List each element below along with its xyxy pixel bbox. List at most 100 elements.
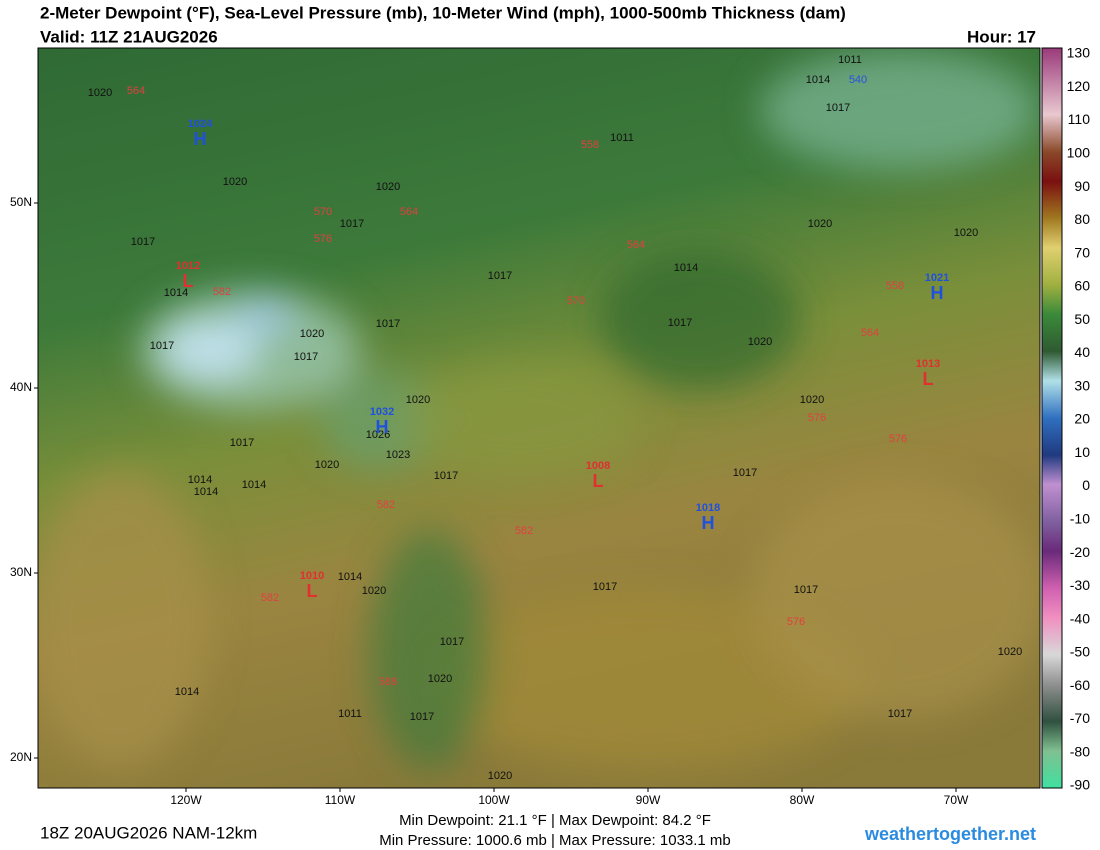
colorbar-tick-label: 130 — [1067, 45, 1091, 61]
isobar-label: 1017 — [376, 318, 400, 330]
isobar-label: 1020 — [808, 218, 832, 230]
pressure-center-type: H — [376, 417, 389, 437]
thickness-label: 564 — [861, 327, 879, 339]
colorbar-tick-label: 0 — [1082, 477, 1090, 493]
pressure-center-value: 1021 — [925, 272, 949, 284]
pressure-center-value: 1013 — [916, 358, 940, 370]
colorbar — [1041, 47, 1063, 789]
lat-label: 40N — [10, 380, 32, 394]
pressure-center-type: L — [307, 581, 318, 601]
colorbar-tick-label: -80 — [1070, 743, 1090, 759]
pressure-center-value: 1008 — [586, 460, 610, 472]
forecast-hour: Hour: 17 — [967, 27, 1036, 46]
lon-label: 80W — [790, 793, 815, 807]
colorbar-tick-label: -70 — [1070, 710, 1090, 726]
thickness-label: 570 — [567, 295, 585, 307]
isobar-label: 1017 — [131, 236, 155, 248]
lon-label: 100W — [478, 793, 510, 807]
colorbar-tick-label: 60 — [1074, 278, 1090, 294]
thickness-label: 576 — [808, 412, 826, 424]
isobar-label: 1020 — [362, 585, 386, 597]
colorbar-tick-label: 30 — [1074, 377, 1090, 393]
pressure-center-type: L — [593, 471, 604, 491]
pressure-center-value: 1018 — [696, 502, 720, 514]
colorbar-tick-label: 90 — [1074, 178, 1090, 194]
lat-label: 30N — [10, 565, 32, 579]
isobar-label: 1014 — [242, 479, 266, 491]
colorbar-tick-label: 70 — [1074, 244, 1090, 260]
title: 2-Meter Dewpoint (°F), Sea-Level Pressur… — [40, 3, 846, 22]
dewpoint-field — [38, 50, 1040, 770]
valid-time: Valid: 11Z 21AUG2026 — [40, 27, 218, 46]
thickness-label: 576 — [889, 433, 907, 445]
colorbar-tick-label: -90 — [1070, 777, 1090, 793]
lon-label: 110W — [325, 793, 356, 807]
isobar-label: 1026 — [366, 429, 390, 441]
dewpoint-range: Min Dewpoint: 21.1 °F | Max Dewpoint: 84… — [399, 812, 711, 829]
isobar-label: 1020 — [428, 673, 452, 685]
lat-label: 20N — [10, 750, 32, 764]
colorbar-tick-label: 80 — [1074, 211, 1090, 227]
isobar-label: 1020 — [488, 770, 512, 782]
thickness-label: 582 — [213, 286, 231, 298]
isobar-label: 1017 — [440, 636, 464, 648]
colorbar-tick-label: -60 — [1070, 677, 1090, 693]
isobar-label: 1014 — [806, 74, 830, 86]
thickness-label: 558 — [581, 139, 599, 151]
isobar-label: 1017 — [668, 317, 692, 329]
isobar-label: 1020 — [223, 176, 247, 188]
isobar-label: 1014 — [175, 686, 199, 698]
site-link[interactable]: weathertogether.net — [864, 824, 1036, 844]
thickness-label: 582 — [515, 525, 533, 537]
pressure-center-value: 1010 — [300, 570, 324, 582]
isobar-label: 1011 — [338, 708, 362, 720]
isobar-label: 1020 — [800, 394, 824, 406]
thickness-label: 564 — [127, 85, 145, 97]
model-run: 18Z 20AUG2026 NAM-12km — [40, 823, 257, 842]
colorbar-tick-label: 50 — [1074, 311, 1090, 327]
pressure-center-type: L — [923, 369, 934, 389]
isobar-label: 1023 — [386, 449, 410, 461]
isobar-label: 1017 — [888, 708, 912, 720]
isobar-label: 1017 — [434, 470, 458, 482]
thickness-label: 588 — [379, 676, 397, 688]
isobar-label: 1020 — [315, 459, 339, 471]
pressure-center-value: 1032 — [370, 406, 394, 418]
thickness-label: 540 — [849, 74, 867, 86]
pressure-center-type: H — [702, 513, 715, 533]
colorbar-tick-label: -50 — [1070, 644, 1090, 660]
colorbar-tick-label: -40 — [1070, 610, 1090, 626]
colorbar-tick-label: 100 — [1067, 145, 1091, 161]
thickness-label: 576 — [787, 616, 805, 628]
isobar-label: 1020 — [748, 336, 772, 348]
isobar-label: 1011 — [838, 54, 862, 66]
isobar-label: 1014 — [338, 571, 362, 583]
lat-label: 50N — [10, 195, 32, 209]
isobar-label: 1017 — [488, 270, 512, 282]
isobar-label: 1014 — [194, 486, 218, 498]
colorbar-tick-label: 120 — [1067, 78, 1091, 94]
isobar-label: 1017 — [294, 351, 318, 363]
isobar-label: 1017 — [593, 581, 617, 593]
pressure-center-type: H — [194, 129, 207, 149]
isobar-label: 1020 — [300, 328, 324, 340]
thickness-label: 564 — [627, 239, 645, 251]
thickness-label: 582 — [261, 592, 279, 604]
pressure-center-value: 1024 — [188, 118, 213, 130]
pressure-center-type: H — [931, 283, 944, 303]
isobar-label: 1017 — [230, 437, 254, 449]
isobar-label: 1017 — [340, 218, 364, 230]
colorbar-tick-label: -30 — [1070, 577, 1090, 593]
thickness-label: 582 — [377, 499, 395, 511]
isobar-label: 1011 — [610, 132, 634, 144]
lon-label: 70W — [944, 793, 969, 807]
isobar-label: 1017 — [410, 711, 434, 723]
colorbar-tick-label: -20 — [1070, 544, 1090, 560]
isobar-label: 1017 — [826, 102, 850, 114]
isobar-label: 1020 — [376, 181, 400, 193]
isobar-label: 1014 — [674, 262, 698, 274]
lon-label: 120W — [170, 793, 202, 807]
pressure-range: Min Pressure: 1000.6 mb | Max Pressure: … — [379, 832, 731, 849]
isobar-label: 1017 — [794, 584, 818, 596]
